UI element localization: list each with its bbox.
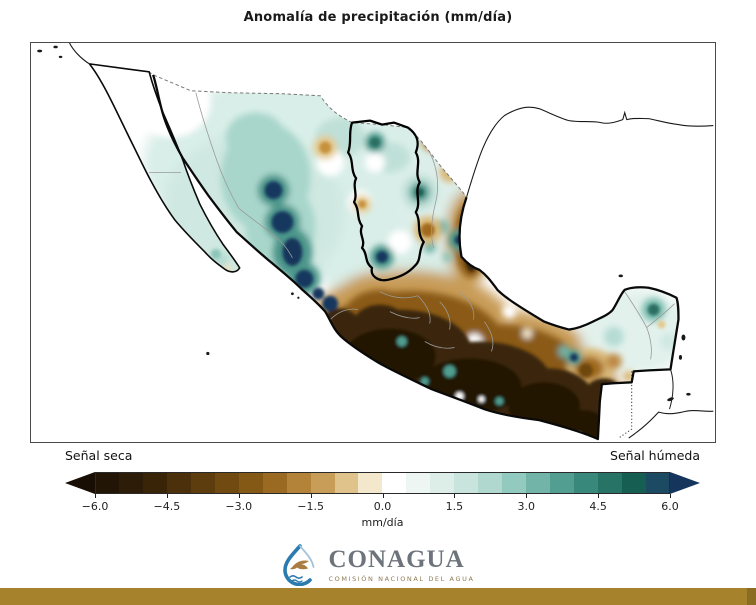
mexico-border-outline — [152, 74, 680, 441]
mexico-anomaly-map — [37, 43, 714, 441]
honduras-coast — [628, 409, 714, 439]
colorbar-left-arrow — [65, 472, 95, 494]
us-mexico-border — [89, 63, 467, 198]
colorbar-segment — [645, 472, 670, 494]
footer-bar-cap — [747, 588, 756, 605]
anomaly-field — [131, 67, 679, 440]
guatemala-belize-borders — [618, 371, 633, 439]
page-title: Anomalía de precipitación (mm/día) — [243, 10, 513, 25]
colorbar-segment — [454, 472, 479, 494]
colorbar-segment — [214, 472, 239, 494]
state-boundaries — [149, 92, 675, 360]
colorbar-segment — [190, 472, 215, 494]
us-west-coast — [69, 43, 90, 65]
colorbar-segment — [526, 472, 551, 494]
colorbar-segment — [166, 472, 191, 494]
tick-label: 4.5 — [589, 500, 607, 513]
colorbar-segment — [574, 472, 599, 494]
colorbar: −6.0 −4.5 −3.0 −1.5 0.0 1.5 3.0 4.5 6.0 … — [65, 472, 700, 532]
tick-label: 1.5 — [445, 500, 464, 513]
colorbar-segment — [118, 472, 143, 494]
colorbar-segment — [621, 472, 646, 494]
colorbar-segment — [382, 472, 407, 494]
colorbar-segment — [142, 472, 167, 494]
colorbar-scale: −6.0 −4.5 −3.0 −1.5 0.0 1.5 3.0 4.5 6.0 … — [82, 494, 679, 530]
colorbar-segment — [238, 472, 263, 494]
tick-label: −1.5 — [297, 500, 324, 513]
tick-label: 6.0 — [661, 500, 679, 513]
colorbar-segment — [550, 472, 575, 494]
water-drop-icon — [283, 544, 315, 586]
tick-label: −4.5 — [153, 500, 181, 513]
wet-signal-label: Señal húmeda — [610, 448, 700, 463]
footer-gold-bar — [0, 588, 756, 605]
basin-highlight-outline — [346, 119, 425, 282]
colorbar-segments — [95, 472, 670, 494]
belize-coast — [669, 369, 674, 410]
logo-wordmark: CONAGUA — [328, 546, 465, 573]
conagua-logo: CONAGUA COMISIÓN NACIONAL DEL AGUA — [0, 543, 756, 587]
tick-label: 0.0 — [373, 500, 392, 513]
colorbar-segment — [430, 472, 455, 494]
colorbar-segment — [334, 472, 359, 494]
colorbar-right-arrow — [670, 472, 700, 494]
dry-signal-label: Señal seca — [65, 448, 133, 463]
us-gulf-coast — [466, 106, 714, 198]
colorbar-segment — [358, 472, 383, 494]
logo-subtitle: COMISIÓN NACIONAL DEL AGUA — [328, 575, 475, 583]
colorbar-segment — [310, 472, 335, 494]
tick-label: −6.0 — [81, 500, 109, 513]
colorbar-segment — [598, 472, 622, 494]
tick-label: 3.0 — [517, 500, 536, 513]
colorbar-segment — [95, 472, 119, 494]
colorbar-segment — [478, 472, 503, 494]
map-panel — [30, 42, 716, 443]
tick-label: −3.0 — [225, 500, 253, 513]
colorbar-segment — [286, 472, 311, 494]
colorbar-segment — [502, 472, 527, 494]
colorbar-unit-label: mm/día — [361, 516, 404, 529]
colorbar-segment — [262, 472, 287, 494]
colorbar-segment — [406, 472, 431, 494]
